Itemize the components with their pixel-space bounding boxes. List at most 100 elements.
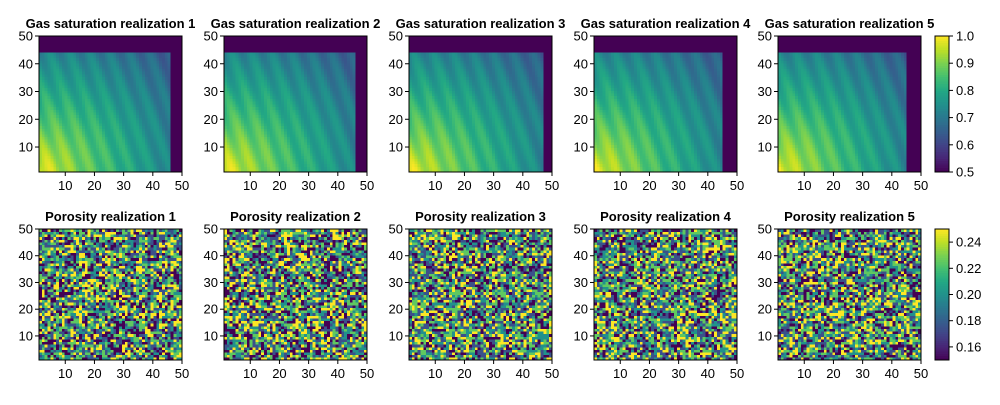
heatmap-cell	[139, 137, 142, 140]
heatmap-cell	[287, 148, 290, 151]
heatmap-cell	[102, 44, 105, 47]
heatmap-cell	[258, 107, 261, 110]
heatmap-cell	[131, 96, 134, 99]
heatmap-cell	[301, 134, 304, 137]
heatmap-cell	[42, 44, 45, 47]
heatmap-cell	[56, 58, 59, 61]
heatmap-cell	[358, 156, 361, 159]
heatmap-cell	[316, 44, 319, 47]
heatmap-cell	[310, 150, 313, 153]
heatmap-cell	[278, 148, 281, 151]
heatmap-cell	[318, 77, 321, 80]
heatmap-cell	[136, 145, 139, 148]
heatmap-cell	[70, 128, 73, 131]
heatmap-cell	[258, 142, 261, 145]
heatmap-cell	[250, 63, 253, 66]
heatmap-cell	[247, 145, 250, 148]
heatmap-cell	[133, 153, 136, 156]
heatmap-cell	[287, 50, 290, 53]
heatmap-cell	[73, 71, 76, 74]
heatmap-cell	[168, 131, 171, 134]
heatmap-cell	[247, 123, 250, 126]
heatmap-cell	[333, 39, 336, 42]
heatmap-cell	[253, 150, 256, 153]
heatmap-cell	[247, 142, 250, 145]
heatmap-cell	[116, 156, 119, 159]
heatmap-cell	[68, 164, 71, 167]
heatmap-cell	[139, 104, 142, 107]
heatmap-cell	[344, 39, 347, 42]
heatmap-cell	[68, 77, 71, 80]
heatmap-cell	[99, 60, 102, 63]
heatmap-cell	[102, 88, 105, 91]
heatmap-cell	[68, 93, 71, 96]
heatmap-cell	[264, 50, 267, 53]
heatmap-cell	[227, 101, 230, 104]
heatmap-cell	[253, 58, 256, 61]
heatmap-cell	[304, 134, 307, 137]
heatmap-cell	[264, 142, 267, 145]
heatmap-cell	[159, 123, 162, 126]
heatmap-cell	[102, 99, 105, 102]
heatmap-cell	[307, 148, 310, 151]
heatmap-cell	[327, 63, 330, 66]
heatmap-cell	[361, 44, 364, 47]
heatmap-cell	[278, 44, 281, 47]
heatmap-cell	[333, 153, 336, 156]
heatmap-cell	[105, 126, 108, 129]
heatmap-cell	[347, 47, 350, 50]
heatmap-cell	[250, 131, 253, 134]
heatmap-cell	[122, 128, 125, 131]
heatmap-cell	[278, 90, 281, 93]
heatmap-cell	[278, 118, 281, 121]
heatmap-cell	[275, 123, 278, 126]
heatmap-cell	[45, 44, 48, 47]
heatmap-cell	[358, 101, 361, 104]
heatmap-cell	[125, 77, 128, 80]
heatmap-cell	[341, 66, 344, 69]
heatmap-cell	[333, 109, 336, 112]
heatmap-cell	[142, 47, 145, 50]
heatmap-cell	[318, 161, 321, 164]
heatmap-cell	[156, 50, 159, 53]
heatmap-cell	[65, 126, 68, 129]
heatmap-cell	[165, 77, 168, 80]
heatmap-cell	[327, 44, 330, 47]
heatmap-cell	[139, 60, 142, 63]
heatmap-cell	[353, 69, 356, 72]
heatmap-cell	[73, 44, 76, 47]
heatmap-cell	[116, 71, 119, 74]
heatmap-cell	[173, 60, 176, 63]
heatmap-cell	[108, 139, 111, 142]
heatmap-cell	[165, 96, 168, 99]
heatmap-cell	[324, 104, 327, 107]
heatmap-cell	[321, 164, 324, 167]
heatmap-cell	[79, 44, 82, 47]
heatmap-cell	[318, 142, 321, 145]
heatmap-cell	[68, 134, 71, 137]
heatmap-cell	[258, 118, 261, 121]
heatmap-cell	[356, 145, 359, 148]
heatmap-cell	[59, 131, 62, 134]
heatmap-cell	[298, 63, 301, 66]
heatmap-cell	[270, 66, 273, 69]
heatmap-cell	[176, 167, 179, 170]
heatmap-cell	[176, 39, 179, 42]
heatmap-cell	[287, 164, 290, 167]
heatmap-cell	[250, 123, 253, 126]
heatmap-cell	[287, 63, 290, 66]
heatmap-cell	[241, 74, 244, 77]
heatmap-cell	[156, 134, 159, 137]
heatmap-cell	[122, 101, 125, 104]
heatmap-cell	[336, 39, 339, 42]
heatmap-cell	[111, 134, 114, 137]
heatmap-cell	[227, 66, 230, 69]
heatmap-cell	[108, 50, 111, 53]
heatmap-cell	[318, 50, 321, 53]
heatmap-cell	[298, 164, 301, 167]
heatmap-cell	[330, 128, 333, 131]
heatmap-cell	[65, 109, 68, 112]
heatmap-cell	[68, 71, 71, 74]
heatmap-cell	[327, 118, 330, 121]
heatmap-cell	[316, 104, 319, 107]
